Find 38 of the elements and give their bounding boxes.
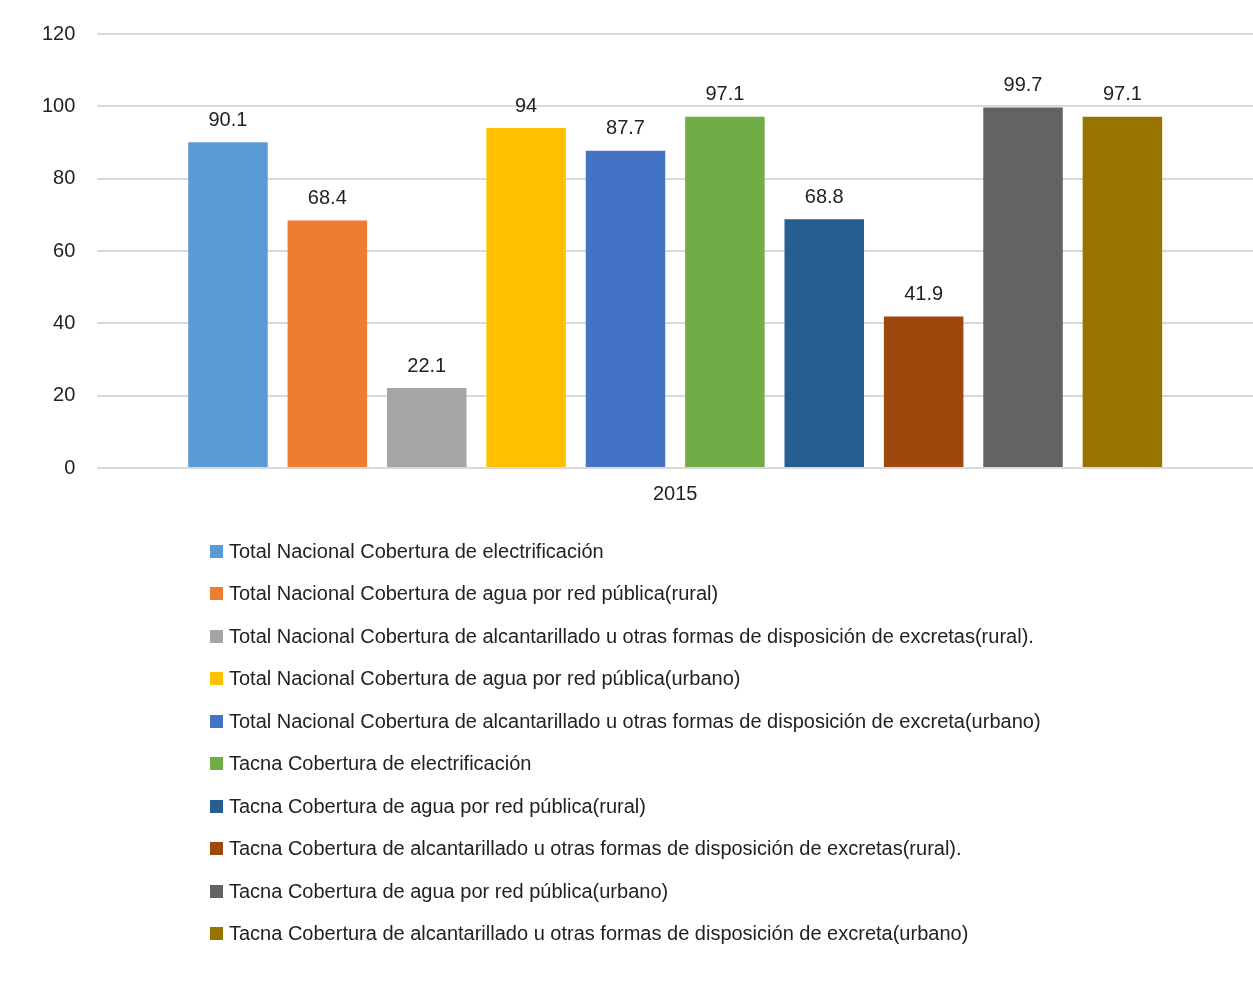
legend-label: Tacna Cobertura de agua por red pública(rural) [229,794,646,818]
y-tick-label: 120 [41,21,76,44]
data-label: 90.1 [208,107,248,130]
data-label: 97.1 [1102,82,1142,105]
legend-label: Total Nacional Cobertura de alcantarillado u otras formas de disposición de excreta(urbano) [229,709,1041,733]
bar [287,220,368,467]
legend-label: Tacna Cobertura de electrificación [229,752,532,776]
data-label: 97.1 [705,82,745,105]
y-tick-label: 60 [53,238,76,261]
legend-label: Total Nacional Cobertura de electrificación [229,539,604,563]
data-label: 68.4 [307,186,347,209]
data-label: 99.7 [1003,72,1043,95]
y-tick-label: 80 [53,166,76,189]
bar [784,219,865,467]
data-label: 94 [514,93,538,116]
bar [188,142,268,467]
bar [883,316,964,467]
x-tick-label: 2015 [652,481,698,504]
y-tick-label: 100 [41,93,76,116]
legend-label: Tacna Cobertura de alcantarillado u otras formas de disposición de excreta(urbano) [229,922,969,946]
y-tick-label: 40 [53,310,76,333]
y-tick-label: 0 [64,455,76,478]
bar [685,116,765,467]
y-tick-label: 20 [53,383,76,406]
data-label: 68.8 [804,184,844,207]
bar [486,128,566,467]
bar [585,150,666,467]
data-label: 22.1 [407,353,447,376]
bar [1082,116,1163,467]
data-label: 41.9 [904,281,944,304]
legend-label: Total Nacional Cobertura de agua por red pública(urbano) [229,667,741,691]
legend-label: Tacna Cobertura de agua por red pública(urbano) [229,879,669,903]
data-label: 87.7 [606,116,645,139]
bar [386,388,467,467]
legend-label: Total Nacional Cobertura de alcantarillado u otras formas de disposición de excretas(rural). [229,624,1034,648]
legend-label: Tacna Cobertura de alcantarillado u otras formas de disposición de excretas(rural). [229,837,962,861]
bar [983,107,1063,467]
legend-label: Total Nacional Cobertura de agua por red pública(rural) [229,582,719,606]
